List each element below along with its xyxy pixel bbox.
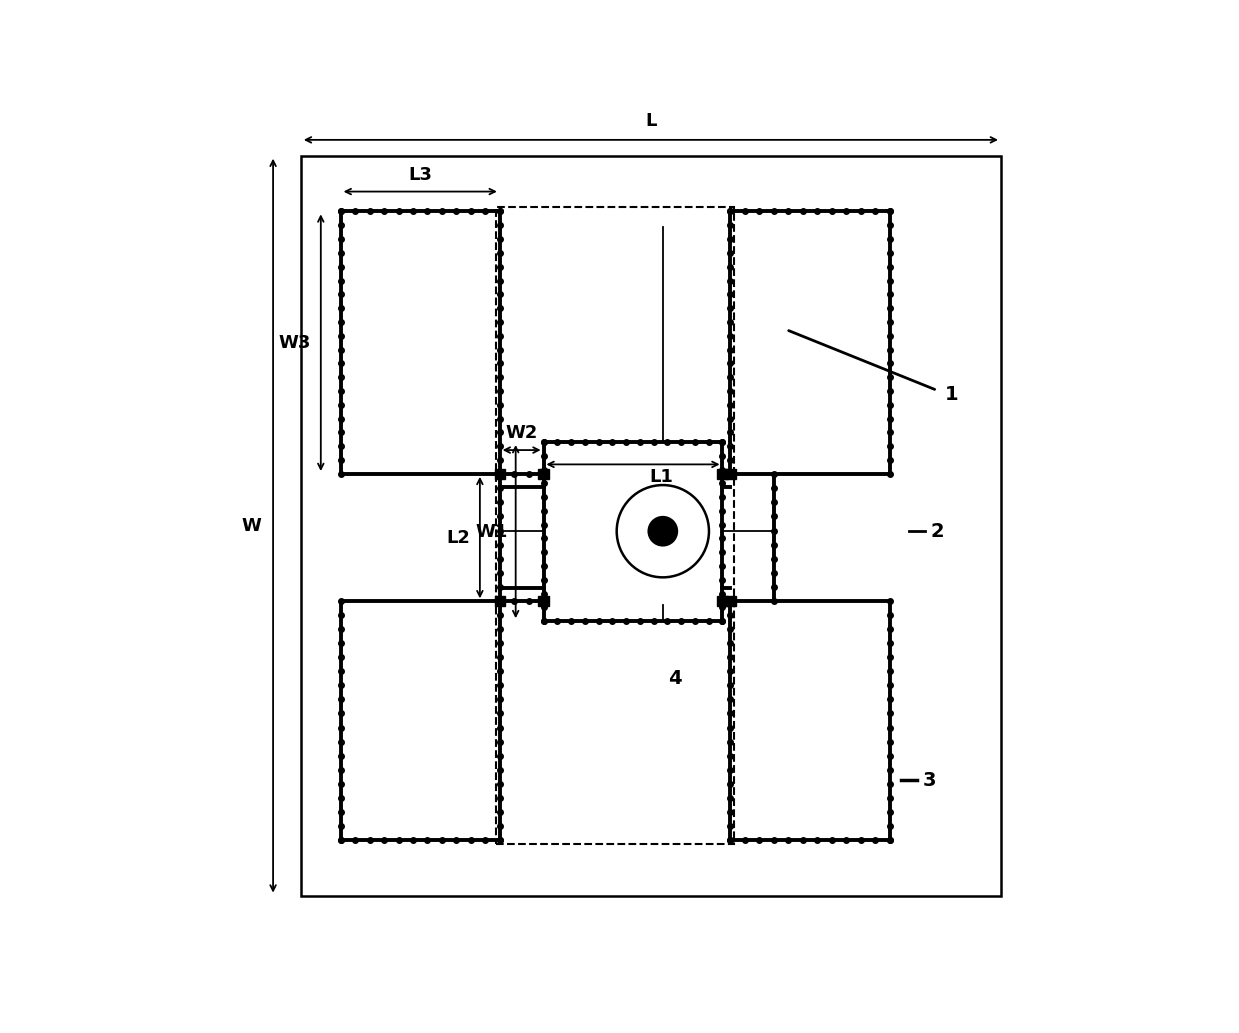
Polygon shape (725, 469, 736, 479)
Text: 2: 2 (930, 522, 944, 540)
Text: W2: W2 (506, 425, 538, 442)
Text: L3: L3 (409, 165, 432, 184)
Text: L2: L2 (446, 529, 471, 546)
Polygon shape (538, 469, 549, 479)
Text: 1: 1 (945, 385, 959, 404)
Text: W1: W1 (476, 523, 508, 540)
Polygon shape (538, 596, 549, 606)
Text: W: W (242, 516, 261, 535)
Polygon shape (494, 469, 506, 479)
Text: W3: W3 (279, 334, 311, 351)
Polygon shape (725, 596, 736, 606)
Polygon shape (717, 469, 727, 479)
Polygon shape (494, 596, 506, 606)
Polygon shape (717, 596, 727, 606)
Text: L: L (646, 113, 657, 130)
Text: 4: 4 (668, 668, 681, 688)
Text: 3: 3 (923, 771, 937, 789)
Circle shape (648, 516, 678, 545)
Text: L1: L1 (649, 468, 673, 487)
